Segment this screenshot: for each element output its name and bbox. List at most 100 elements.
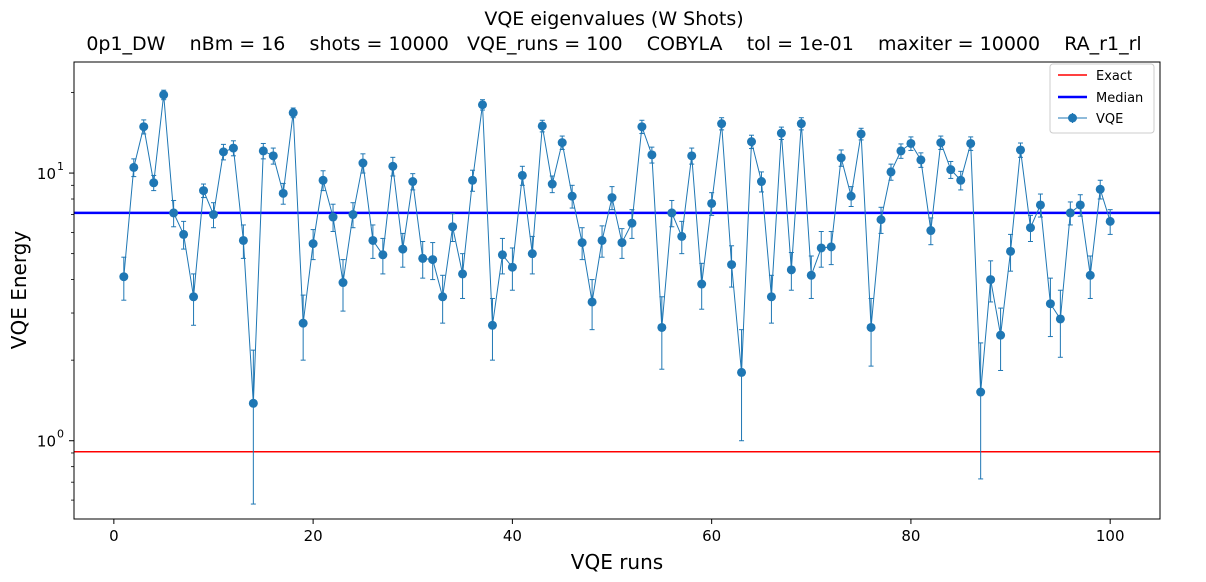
data-point: [268, 151, 278, 161]
chart-subtitle: 0p1_DW nBm = 16 shots = 10000 VQE_runs =…: [86, 33, 1141, 55]
data-point: [129, 162, 139, 172]
data-point: [896, 146, 906, 156]
data-point: [448, 222, 458, 232]
data-point: [328, 212, 338, 222]
legend-vqe-label: VQE: [1096, 112, 1123, 127]
data-point: [846, 191, 856, 201]
x-axis: 0 20 40 60 80 100: [109, 519, 1125, 545]
series-line: [123, 94, 1111, 404]
data-point: [876, 215, 886, 225]
data-point: [1025, 223, 1035, 233]
legend: Exact Median VQE: [1049, 63, 1155, 134]
data-point: [816, 243, 826, 253]
data-point: [507, 262, 517, 272]
data-point: [766, 292, 776, 302]
x-tick-label: 60: [702, 527, 721, 545]
data-point: [826, 242, 836, 252]
data-point: [1095, 184, 1105, 194]
data-point: [916, 155, 926, 165]
data-point: [597, 235, 607, 245]
data-point: [637, 122, 647, 132]
data-point: [308, 239, 318, 249]
data-point: [697, 279, 707, 289]
data-point: [1006, 246, 1016, 256]
axes-frame: [73, 61, 1161, 520]
data-point: [567, 191, 577, 201]
chart-title: VQE eigenvalues (W Shots): [484, 8, 743, 30]
data-point: [278, 188, 288, 198]
data-point: [607, 193, 617, 203]
data-point: [587, 297, 597, 307]
data-point: [408, 177, 418, 187]
data-point: [497, 250, 507, 260]
data-point: [238, 235, 248, 245]
data-point: [159, 90, 169, 100]
data-point: [1016, 145, 1026, 155]
data-point: [458, 269, 468, 279]
data-point: [796, 119, 806, 129]
data-point: [139, 122, 149, 132]
plot-area: [74, 89, 1160, 505]
x-tick-label: 100: [1096, 527, 1125, 545]
x-axis-label: VQE runs: [571, 550, 663, 574]
data-point: [1055, 314, 1065, 324]
data-point: [557, 138, 567, 148]
x-tick-label: 80: [901, 527, 920, 545]
data-point: [647, 150, 657, 160]
data-point: [358, 158, 368, 168]
x-tick-label: 20: [304, 527, 323, 545]
legend-median-label: Median: [1096, 91, 1143, 106]
data-point: [338, 278, 348, 288]
data-point: [886, 167, 896, 177]
data-point: [189, 292, 199, 302]
data-point: [288, 108, 298, 118]
data-point: [248, 398, 258, 408]
data-point: [956, 175, 966, 185]
data-point: [806, 270, 816, 280]
data-point: [577, 238, 587, 248]
y-tick-exponent: 1: [57, 160, 64, 173]
data-point: [776, 128, 786, 138]
data-point: [1045, 299, 1055, 309]
data-point: [1035, 200, 1045, 210]
data-point: [537, 121, 547, 131]
data-point: [228, 143, 238, 153]
data-point: [786, 265, 796, 275]
data-point: [737, 367, 747, 377]
data-point: [906, 138, 916, 148]
data-point: [986, 275, 996, 285]
data-point: [378, 250, 388, 260]
data-point: [218, 147, 228, 157]
data-point: [677, 231, 687, 241]
data-point: [1075, 200, 1085, 210]
data-point: [707, 198, 717, 208]
x-tick-label: 0: [109, 527, 119, 545]
data-point: [756, 177, 766, 187]
data-point: [667, 208, 677, 218]
data-point: [149, 178, 159, 188]
data-point: [169, 208, 179, 218]
data-point: [477, 100, 487, 110]
data-point: [657, 322, 667, 332]
data-point: [298, 318, 308, 328]
data-point: [368, 235, 378, 245]
data-point: [976, 387, 986, 397]
data-point: [1085, 270, 1095, 280]
y-axis-label: VQE Energy: [7, 231, 31, 350]
data-point: [547, 179, 557, 189]
data-point: [687, 151, 697, 161]
data-point: [727, 260, 737, 270]
data-point: [438, 292, 448, 302]
data-point: [208, 210, 218, 220]
data-point: [617, 238, 627, 248]
data-point: [1065, 208, 1075, 218]
data-point: [627, 218, 637, 228]
x-tick-label: 40: [503, 527, 522, 545]
data-point: [428, 255, 438, 265]
data-point: [199, 186, 209, 196]
legend-vqe-swatch-marker: [1068, 113, 1077, 123]
data-point: [517, 170, 527, 180]
y-tick-label: 10: [37, 165, 56, 183]
legend-exact-label: Exact: [1096, 69, 1132, 84]
